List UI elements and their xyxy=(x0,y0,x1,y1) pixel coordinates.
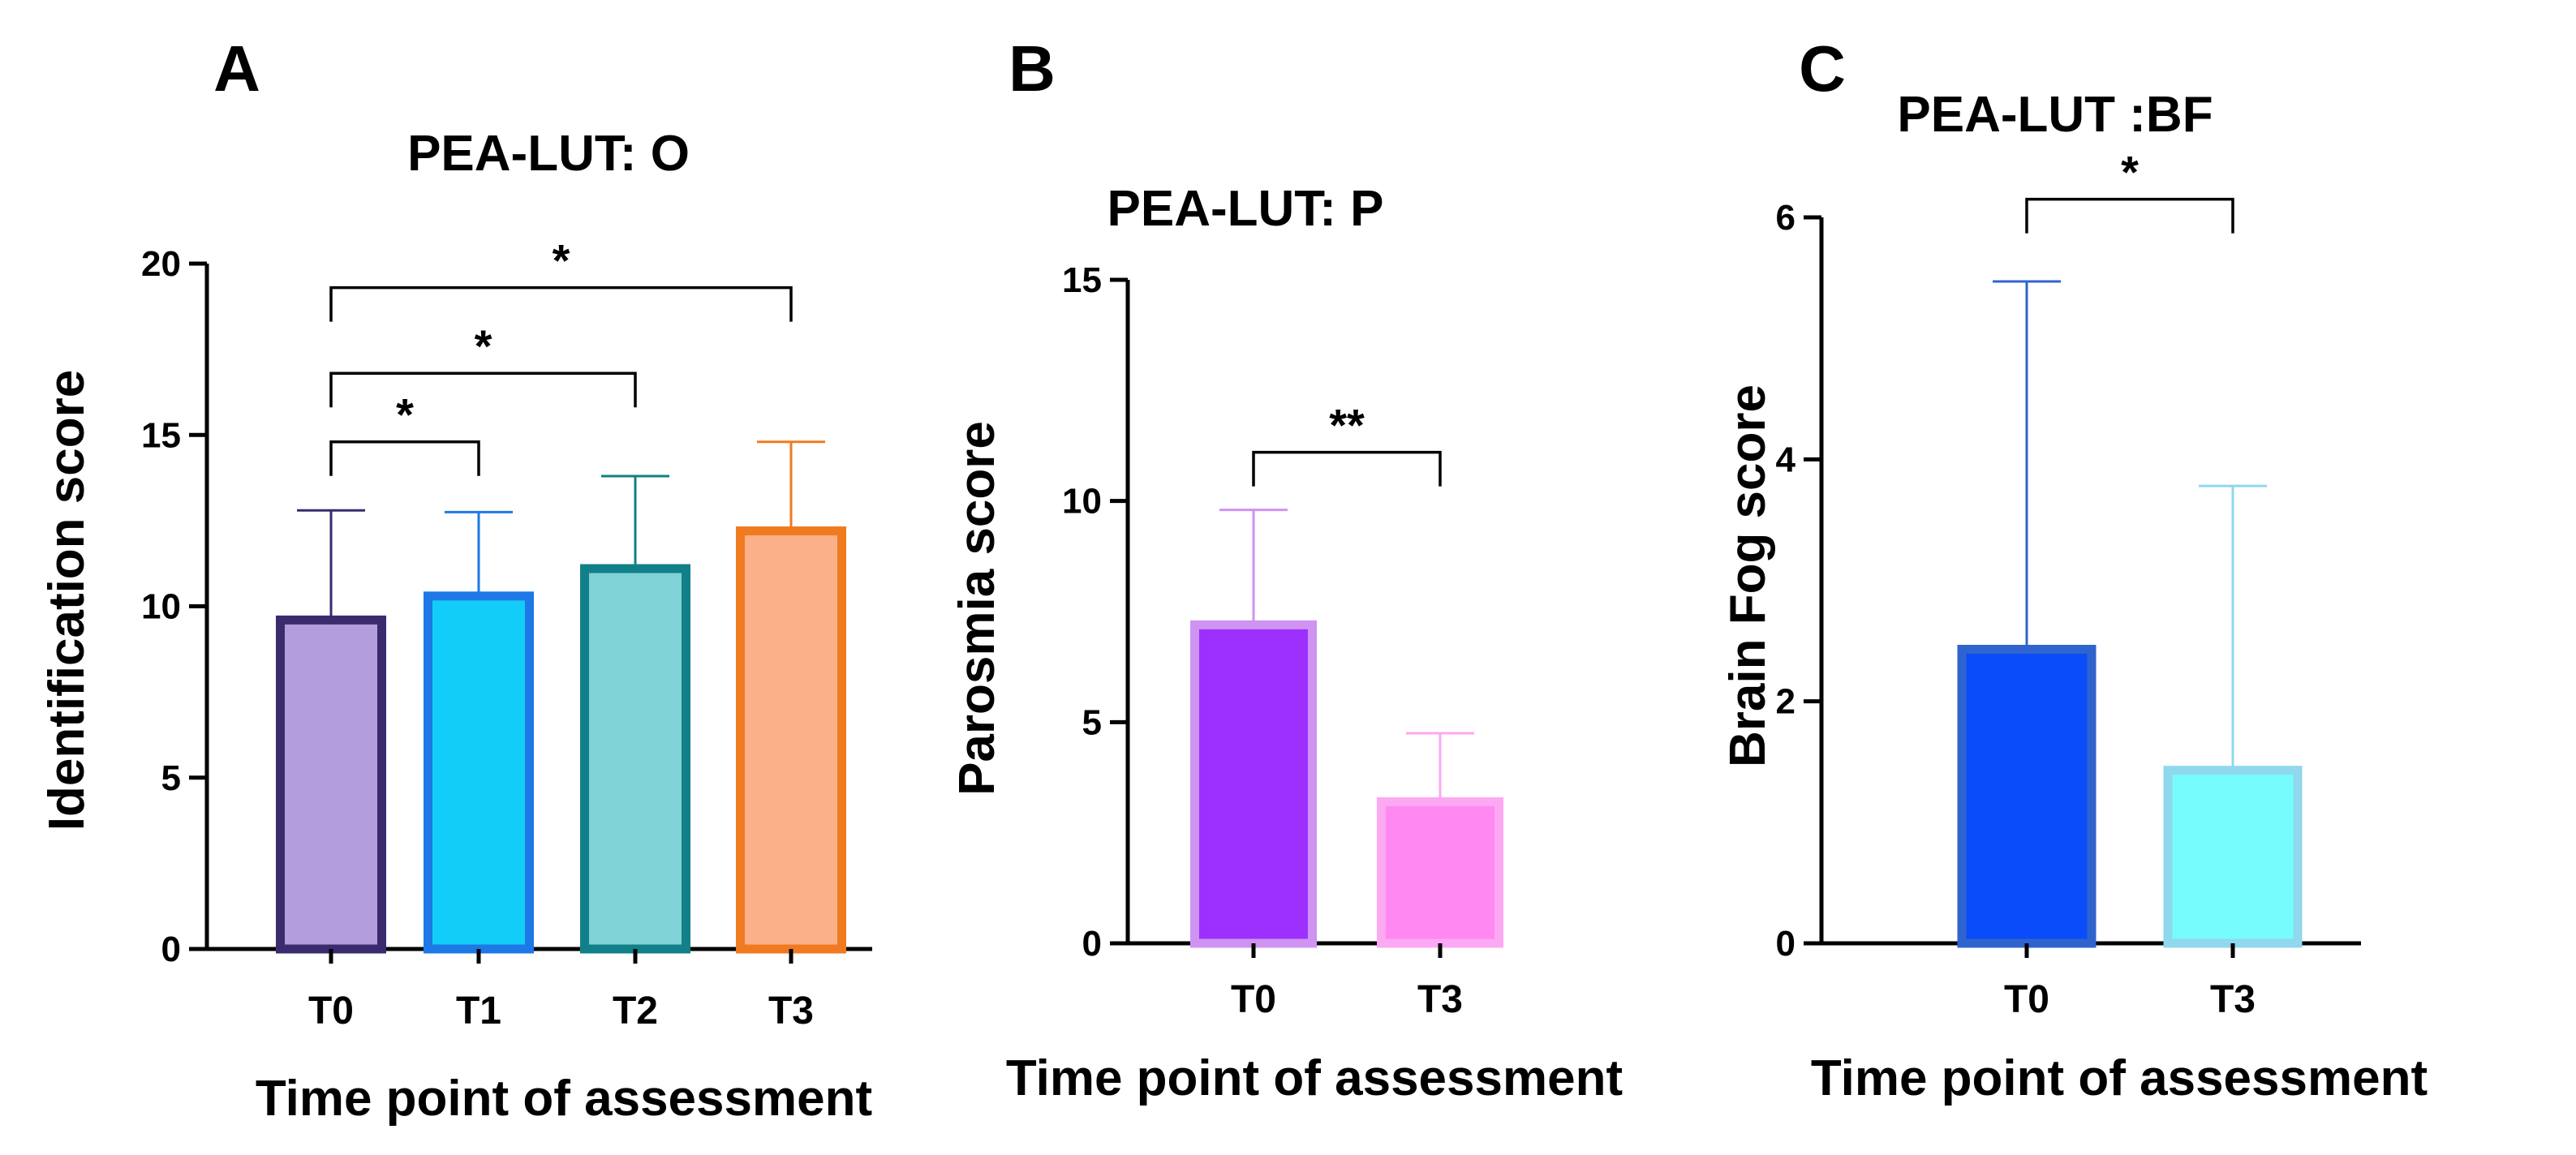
panel-c-category-label: T3 xyxy=(2210,978,2256,1021)
panel-a-x-axis-label: Time point of assessment xyxy=(256,1071,872,1127)
panel-b-significance-label: ** xyxy=(1329,400,1365,451)
panel-a-category-label: T2 xyxy=(613,990,658,1033)
panel-a-category-label: T3 xyxy=(768,990,814,1033)
panel-b-significance-bracket xyxy=(1252,450,1442,487)
panel-c-title: PEA-LUT :BF xyxy=(1897,87,2213,143)
panel-a-significance-label: * xyxy=(475,320,492,371)
panel-a-bar-t0 xyxy=(276,615,386,954)
panel-b-category-label: T0 xyxy=(1231,978,1276,1021)
panel-a-significance-bracket xyxy=(329,371,637,408)
panel-a-y-axis-label: Identification score xyxy=(39,370,95,831)
panel-a-ytick-label: 5 xyxy=(161,758,181,798)
panel-c-x-axis-label: Time point of assessment xyxy=(1811,1050,2428,1106)
panel-a-significance-bracket xyxy=(329,440,480,476)
panel-c-ytick-label: 4 xyxy=(1776,440,1796,479)
panel-b-ytick-label: 10 xyxy=(1062,482,1102,522)
panel-a-letter: A xyxy=(213,32,260,105)
panel-a-bar-t3 xyxy=(736,526,846,954)
panel-b-title: PEA-LUT: P xyxy=(1107,181,1384,237)
panel-c-ytick-label: 6 xyxy=(1776,198,1795,238)
panel-c-letter: C xyxy=(1799,32,1846,105)
panel-a-bar-t1 xyxy=(424,591,534,954)
panel-c-y-axis-label: Brain Fog score xyxy=(1720,384,1776,767)
panel-a-category-label: T1 xyxy=(456,990,501,1033)
panel-c-significance-label: * xyxy=(2121,147,2139,198)
panel-c-significance-bracket xyxy=(2025,197,2234,234)
panel-a-title: PEA-LUT: O xyxy=(407,126,690,182)
panel-c-bar-t3 xyxy=(2163,766,2303,948)
panel-b-bar-t3 xyxy=(1377,796,1503,948)
panel-a-ytick-label: 0 xyxy=(161,930,181,969)
panel-a-significance-bracket xyxy=(329,286,793,322)
panel-a-significance-label: * xyxy=(553,235,570,286)
panel-c-category-label: T0 xyxy=(2004,978,2049,1021)
panel-a-ytick-label: 15 xyxy=(141,415,181,455)
panel-c-ytick-label: 0 xyxy=(1776,924,1795,964)
panel-a-ytick-label: 20 xyxy=(141,244,181,284)
panel-a-bar-t2 xyxy=(580,564,690,954)
panel-b-ytick-label: 5 xyxy=(1082,702,1102,742)
panel-b-ytick-label: 0 xyxy=(1082,924,1102,964)
panel-c-bar-t0 xyxy=(1957,645,2096,948)
panel-b-x-axis-label: Time point of assessment xyxy=(1006,1050,1623,1106)
panel-c-ytick-label: 2 xyxy=(1776,682,1795,722)
panel-b-letter: B xyxy=(1008,32,1056,105)
panel-b-category-label: T3 xyxy=(1417,978,1463,1021)
panel-b-bar-t0 xyxy=(1190,620,1317,948)
panel-a-ytick-label: 10 xyxy=(141,587,181,627)
panel-b-ytick-label: 15 xyxy=(1062,260,1102,300)
panel-b-y-axis-label: Parosmia score xyxy=(949,421,1005,796)
panel-a-category-label: T0 xyxy=(308,990,354,1033)
panel-a-significance-label: * xyxy=(396,389,414,440)
